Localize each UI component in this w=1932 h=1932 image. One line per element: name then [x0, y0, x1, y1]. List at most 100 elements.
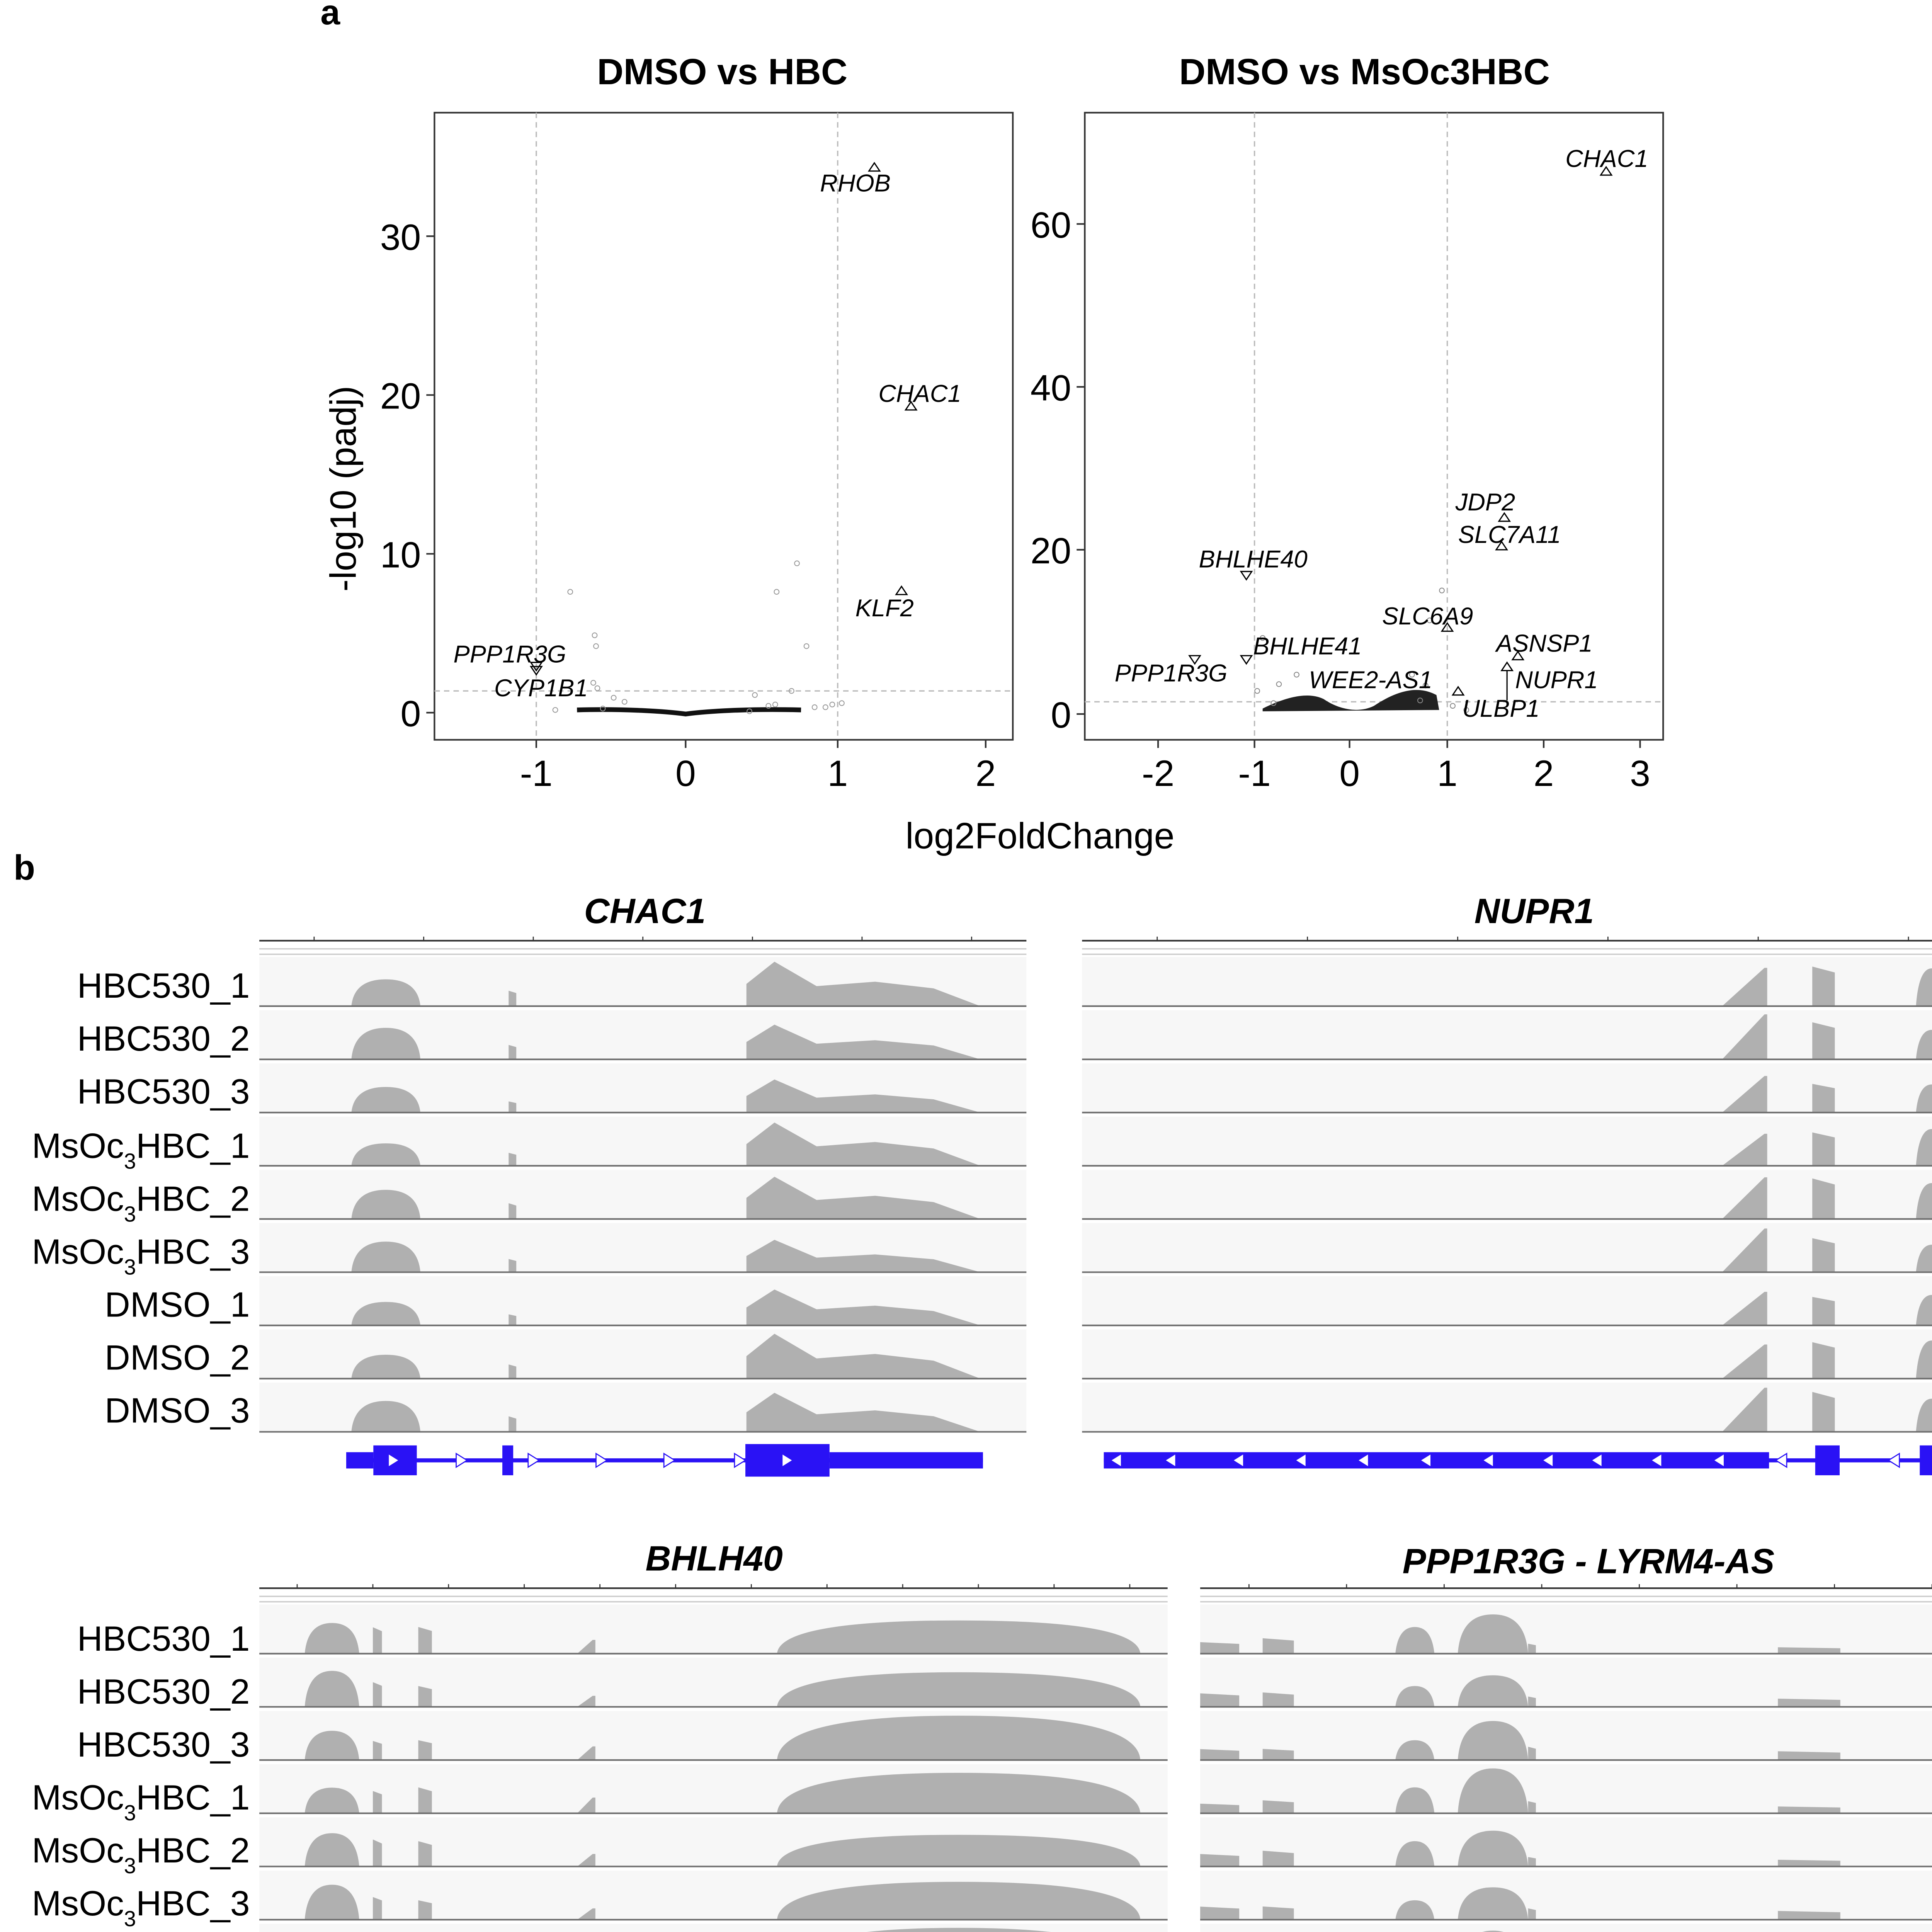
triangle-up-icon: [1599, 166, 1613, 176]
x-tick: -1: [520, 753, 553, 794]
track-label: HBC530_3: [77, 1072, 250, 1111]
triangle-up-icon: [1451, 685, 1465, 696]
strand-arrow-right-icon: [595, 1452, 608, 1468]
track-label: DMSO_3: [105, 1391, 250, 1430]
gene-label-cyp1b1: CYP1B1: [494, 675, 588, 702]
locus-title-bhlh40: BHLH40: [646, 1539, 783, 1578]
x-tick: 1: [828, 753, 848, 794]
coverage-track: [1082, 1170, 1932, 1220]
strand-arrow-left-icon: [1887, 1452, 1900, 1468]
panel-a-label: a: [320, 0, 340, 32]
x-tick: -1: [1238, 753, 1270, 794]
x-axis-title: log2FoldChange: [905, 816, 1174, 857]
y-axis-title: -log10 (padj): [323, 386, 364, 592]
strand-arrow-right-icon: [781, 1452, 794, 1468]
triangle-up-icon: [904, 401, 918, 411]
x-tick: 0: [675, 753, 696, 794]
y-tick: 0: [1051, 695, 1071, 736]
track-label: MsOc3HBC_1: [32, 1126, 250, 1173]
triangle-up-icon: [1440, 622, 1454, 632]
strand-arrow-left-icon: [1712, 1452, 1725, 1468]
track-labels-top: HBC530_1 HBC530_2 HBC530_3 MsOc3HBC_1 Ms…: [32, 966, 250, 1430]
strand-arrow-left-icon: [1164, 1452, 1177, 1468]
coverage-track: [259, 1276, 1027, 1327]
gene-label-slc6a9: SLC6A9: [1382, 603, 1473, 630]
gene-label-chac1: CHAC1: [1565, 145, 1648, 172]
labeled-points: CHAC1 JDP2 SLC7A11 BHLHE40 SLC6A9 ASNSP1…: [1115, 145, 1648, 722]
triangle-up-icon: [1495, 540, 1509, 551]
coverage-track: [1200, 1764, 1932, 1814]
triangle-down-icon: [529, 666, 543, 676]
y-tick: 30: [380, 217, 421, 258]
strand-arrow-left-icon: [1650, 1452, 1663, 1468]
track-label: MsOc3HBC_2: [32, 1179, 250, 1226]
track-label: MsOc3HBC_1: [32, 1778, 250, 1825]
igv-browser-bhlh40: [259, 1584, 1168, 1932]
gene-label-bhlhe41: BHLHE41: [1253, 633, 1362, 660]
coverage-track: [1082, 957, 1932, 1007]
strand-arrow-left-icon: [1541, 1452, 1554, 1468]
coverage-track: [1200, 1817, 1932, 1867]
panel-b-label: b: [14, 848, 35, 887]
coverage-track: [259, 1870, 1168, 1921]
gene-label-klf2: KLF2: [855, 595, 914, 622]
plot-title: DMSO vs HBC: [597, 51, 847, 92]
coverage-track: [1082, 1329, 1932, 1379]
igv-browser-nupr1: [1082, 937, 1932, 1475]
x-tick: 0: [1339, 753, 1360, 794]
y-tick: 10: [380, 534, 421, 575]
coverage-track: [259, 1383, 1027, 1433]
strand-arrow-left-icon: [1231, 1452, 1244, 1468]
gene-model: [346, 1444, 983, 1477]
coverage-track: [259, 1711, 1168, 1761]
coverage-track: [259, 1063, 1027, 1114]
strand-arrow-left-icon: [1357, 1452, 1369, 1468]
strand-arrow-right-icon: [663, 1452, 676, 1468]
volcano-plot-dmso-vs-hbc: DMSO vs HBC 30 20 10 0 -1 0 1 2: [380, 51, 1014, 794]
point-cloud: [552, 560, 845, 717]
strand-arrow-left-icon: [1481, 1452, 1494, 1468]
x-tick: 2: [976, 753, 996, 794]
x-tick: 1: [1437, 753, 1458, 794]
coverage-track: [259, 1604, 1168, 1655]
coverage-track: [259, 1817, 1168, 1867]
track-label: HBC530_1: [77, 966, 250, 1005]
x-tick: 2: [1534, 753, 1554, 794]
y-tick: 0: [400, 693, 421, 734]
y-axis: [426, 235, 435, 714]
x-axis: [535, 740, 987, 748]
track-label: HBC530_2: [77, 1672, 250, 1711]
y-tick: 20: [1031, 531, 1071, 571]
coverage-track: [1082, 1223, 1932, 1273]
locus-title-chac1: CHAC1: [584, 891, 706, 931]
triangle-down-icon: [1188, 655, 1202, 665]
volcano-plot-dmso-vs-msoc3hbc: DMSO vs MsOc3HBC 60 40 20 0 -2 -1 0 1 2 …: [1031, 51, 1664, 794]
track-label: HBC530_2: [77, 1019, 250, 1058]
x-tick: 3: [1630, 753, 1650, 794]
gene-label-ppp1r3g: PPP1R3G: [454, 641, 566, 668]
track-label: DMSO_2: [105, 1338, 250, 1378]
track-label: HBC530_1: [77, 1619, 250, 1658]
track-label: MsOc3HBC_2: [32, 1831, 250, 1878]
coverage-track: [259, 1116, 1027, 1167]
locus-title-nupr1: NUPR1: [1475, 891, 1594, 931]
gene-model: [1104, 1445, 1932, 1475]
y-axis: [1077, 223, 1085, 715]
gene-label-slc7a11: SLC7A11: [1458, 521, 1561, 548]
strand-arrow-right-icon: [734, 1452, 747, 1468]
gene-label-nupr1: NUPR1: [1515, 667, 1598, 694]
coverage-track: [1082, 1276, 1932, 1327]
strand-arrow-left-icon: [1109, 1452, 1122, 1468]
coverage-track: [1082, 1116, 1932, 1167]
gene-label-ppp1r3g: PPP1R3G: [1115, 660, 1228, 687]
strand-arrow-left-icon: [1419, 1452, 1432, 1468]
coverage-track: [259, 1329, 1027, 1379]
triangle-down-icon: [1240, 571, 1253, 581]
strand-arrow-left-icon: [1775, 1452, 1787, 1468]
gene-label-ulbp1: ULBP1: [1462, 695, 1539, 722]
point-cloud: [1254, 587, 1469, 713]
strand-arrow-left-icon: [1590, 1452, 1603, 1468]
plot-frame: [1084, 112, 1664, 741]
track-label: HBC530_3: [77, 1725, 250, 1764]
